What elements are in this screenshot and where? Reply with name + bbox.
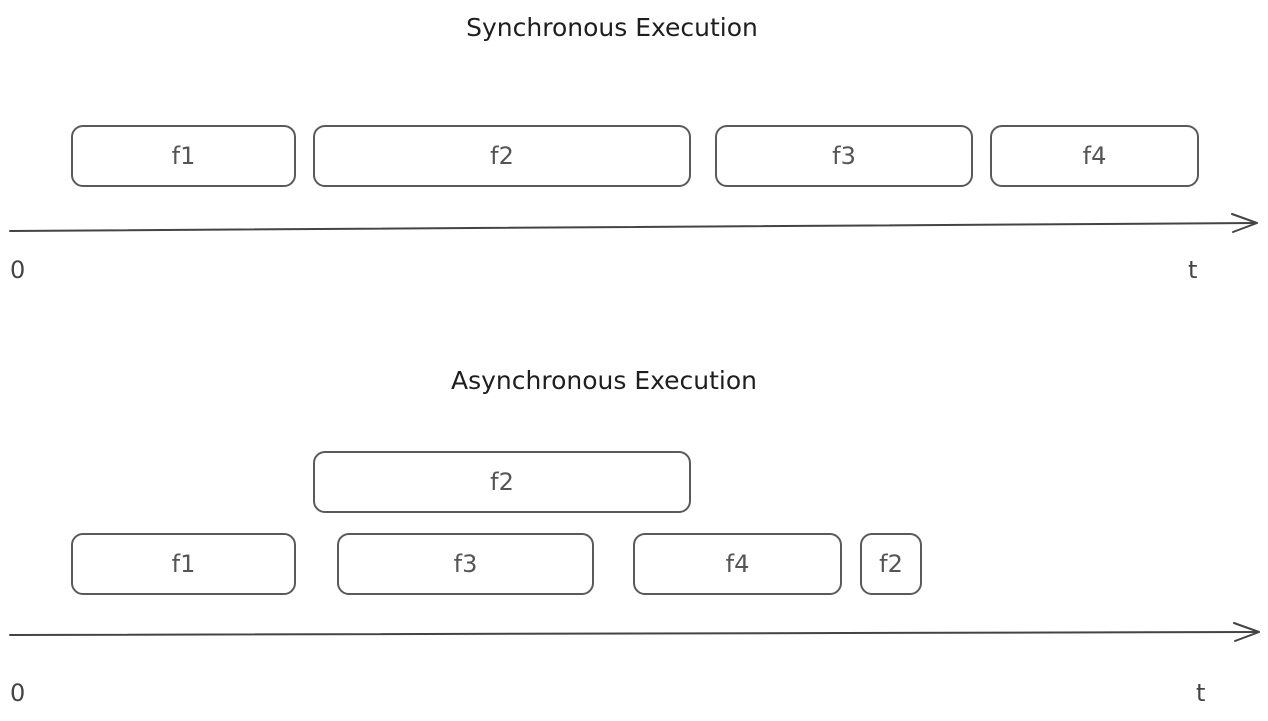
- async-task-f2-short: f2: [860, 533, 922, 595]
- async-task-f3: f3: [337, 533, 594, 595]
- async-task-f2-long: f2: [313, 451, 691, 513]
- sync-task-f1: f1: [71, 125, 296, 187]
- sync-task-f1-label: f1: [171, 142, 196, 170]
- async-task-f4-label: f4: [725, 550, 750, 578]
- async-axis-line: [9, 631, 1259, 636]
- async-task-f1-label: f1: [171, 550, 196, 578]
- sync-title: Synchronous Execution: [466, 13, 758, 42]
- sync-task-f4: f4: [990, 125, 1199, 187]
- sync-task-f3-label: f3: [832, 142, 856, 170]
- async-axis-start-label: 0: [10, 679, 26, 707]
- async-axis-end-label: t: [1196, 679, 1206, 707]
- sync-axis-arrowhead: [1231, 213, 1258, 233]
- async-axis-arrowhead: [1233, 622, 1260, 642]
- sync-time-axis: [9, 213, 1258, 233]
- async-task-f2-short-label: f2: [879, 550, 903, 578]
- sync-task-f2: f2: [313, 125, 691, 187]
- sync-task-f4-label: f4: [1082, 142, 1107, 170]
- sync-axis-end-label: t: [1188, 256, 1198, 284]
- async-task-f4: f4: [633, 533, 842, 595]
- async-time-axis: [9, 622, 1260, 642]
- async-task-f1: f1: [71, 533, 296, 595]
- async-title: Asynchronous Execution: [450, 366, 758, 395]
- sync-axis-line: [9, 222, 1257, 232]
- async-task-f2-long-label: f2: [490, 468, 514, 496]
- sync-axis-start-label: 0: [10, 256, 26, 284]
- async-task-f3-label: f3: [453, 550, 478, 578]
- sync-task-f2-label: f2: [490, 142, 514, 170]
- sync-task-f3: f3: [715, 125, 973, 187]
